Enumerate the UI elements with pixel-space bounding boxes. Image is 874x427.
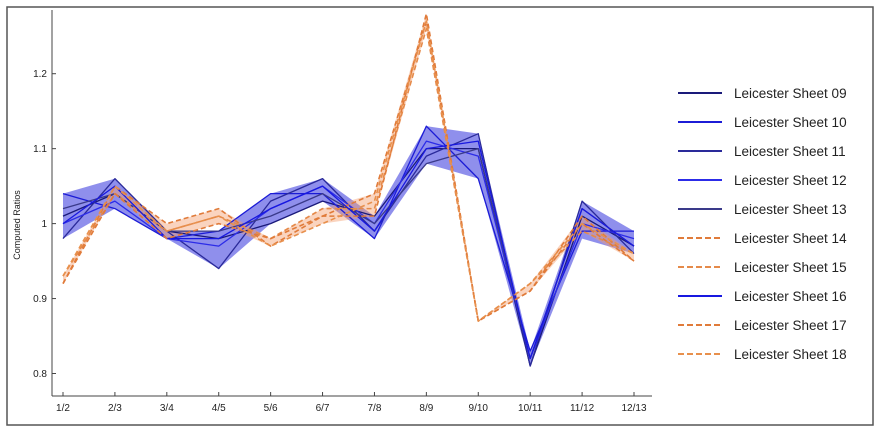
y-axis-label: Computed Ratios <box>12 190 22 260</box>
x-tick-label: 6/7 <box>316 403 330 414</box>
series-lines <box>62 12 635 367</box>
x-tick-label: 5/6 <box>264 403 278 414</box>
figure-frame <box>6 6 874 426</box>
x-tick-label: 9/10 <box>469 403 489 414</box>
legend-label: Leicester Sheet 18 <box>734 347 847 362</box>
axes: 0.8 0.9 1 1.1 1.2 1/2 2/3 3/4 4/5 5/6 6/7 7/8 8/9 9/1… <box>33 10 652 414</box>
x-tick-label: 4/5 <box>212 403 226 414</box>
series-line-10 <box>62 20 635 322</box>
plot-area: 0.8 0.9 1 1.1 1.2 1/2 2/3 3/4 4/5 5/6 6/7 7/8 8/9 9/1… <box>33 10 652 414</box>
y-tick-label: 1.1 <box>33 144 47 155</box>
y-tick-label: 0.9 <box>33 294 47 305</box>
y-tick-label: 1.2 <box>33 69 47 80</box>
legend-label: Leicester Sheet 09 <box>734 86 847 101</box>
x-tick-label: 10/11 <box>518 403 543 414</box>
series-line-7 <box>62 27 635 322</box>
legend-label: Leicester Sheet 10 <box>734 115 847 130</box>
legend-label: Leicester Sheet 12 <box>734 173 847 188</box>
legend: Leicester Sheet 09 Leicester Sheet 10 Leic… <box>678 86 847 362</box>
x-tick-label: 12/13 <box>621 403 646 414</box>
series-line-9 <box>62 12 635 322</box>
x-tick-label: 7/8 <box>368 403 382 414</box>
x-tick-label: 2/3 <box>108 403 122 414</box>
legend-label: Leicester Sheet 16 <box>734 289 847 304</box>
x-tick-label: 1/2 <box>56 403 70 414</box>
series-line-6 <box>62 20 635 322</box>
series-line-8 <box>62 140 635 360</box>
legend-label: Leicester Sheet 17 <box>734 318 847 333</box>
legend-label: Leicester Sheet 13 <box>734 202 847 217</box>
x-tick-label: 8/9 <box>419 403 433 414</box>
legend-label: Leicester Sheet 14 <box>734 231 847 246</box>
legend-label: Leicester Sheet 15 <box>734 260 847 275</box>
y-tick-label: 0.8 <box>33 369 47 380</box>
x-tick-label: 3/4 <box>160 403 174 414</box>
y-tick-label: 1 <box>41 219 47 230</box>
x-tick-label: 11/12 <box>570 403 595 414</box>
legend-label: Leicester Sheet 11 <box>734 144 846 159</box>
